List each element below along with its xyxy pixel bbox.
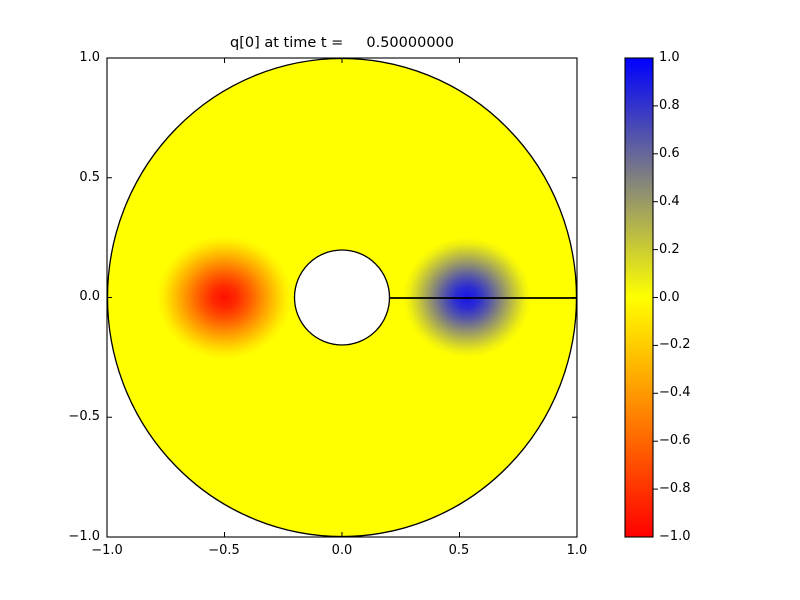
- y-tick-label-0.0: 0.0: [79, 289, 100, 304]
- cbar-label-0.2: 0.2: [659, 242, 680, 257]
- cbar-label-0.4: 0.4: [659, 194, 680, 209]
- cbar-label--1.0: −1.0: [659, 529, 691, 544]
- cbar-label-0.0: 0.0: [659, 289, 680, 305]
- y-tick-label-1.0: 1.0: [79, 50, 100, 65]
- cbar-label--0.4: −0.4: [659, 385, 691, 400]
- y-tick-label-0.5: 0.5: [79, 170, 100, 185]
- x-axis-ticks: [106, 58, 578, 537]
- colorbar-gradient: [625, 58, 653, 537]
- cbar-label-0.8: 0.8: [659, 98, 680, 113]
- cbar-label--0.2: −0.2: [659, 337, 691, 352]
- x-tick-label-0.0: 0.0: [331, 543, 353, 558]
- y-tick-label--0.5: −0.5: [68, 409, 100, 424]
- x-tick-label-0.5: 0.5: [448, 543, 470, 558]
- cbar-label-0.6: 0.6: [659, 146, 680, 161]
- cbar-label--0.8: −0.8: [659, 481, 691, 496]
- annulus-inner-circle: [293, 249, 391, 346]
- cbar-label-1.0: 1.0: [659, 50, 680, 65]
- x-tick-label-1.0: 1.0: [566, 543, 588, 558]
- negative-blob: [156, 235, 293, 360]
- plot-title: q[0] at time t = 0.50000000: [229, 35, 455, 51]
- x-tick-label--0.5: −0.5: [208, 543, 240, 558]
- y-axis-ticks: [107, 57, 577, 538]
- x-tick-label--1.0: −1.0: [91, 543, 123, 558]
- cbar-label--0.6: −0.6: [659, 433, 691, 448]
- colorbar-ticks: [653, 105, 658, 490]
- y-tick-label--1.0: −1.0: [68, 529, 100, 544]
